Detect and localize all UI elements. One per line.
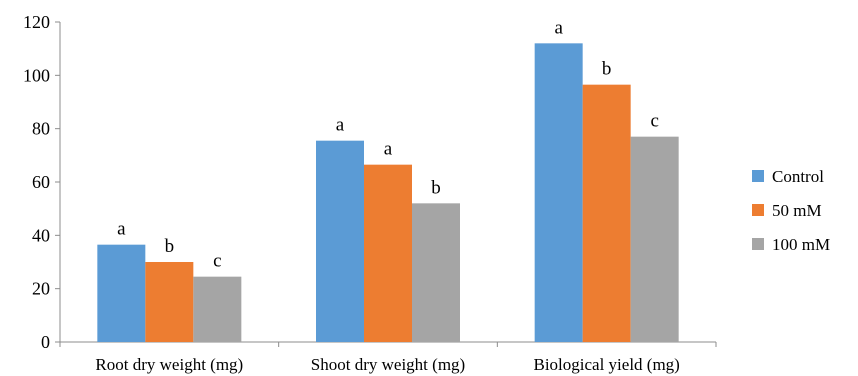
bar-100-mm	[193, 276, 242, 342]
bar-50-mm	[582, 84, 631, 343]
y-tick-label: 80	[32, 119, 50, 139]
legend-label: 50 mM	[772, 201, 822, 220]
y-tick-label: 0	[41, 332, 50, 352]
significance-letter: b	[165, 236, 175, 257]
legend-label: 100 mM	[772, 235, 830, 254]
bar-control	[534, 43, 583, 342]
y-tick-label: 40	[32, 225, 50, 245]
bar-100-mm	[630, 136, 679, 342]
y-tick-label: 100	[23, 65, 50, 85]
bar-50-mm	[145, 262, 194, 342]
significance-letter: b	[602, 59, 612, 80]
x-category-label: Biological yield (mg)	[533, 355, 679, 374]
significance-letter: a	[554, 17, 563, 38]
x-axis-labels: Root dry weight (mg) Shoot dry weight (mg…	[95, 355, 679, 374]
significance-letter: c	[213, 251, 221, 272]
significance-letter: b	[431, 177, 441, 198]
legend: Control 50 mM 100 mM	[752, 167, 830, 254]
y-tick-label: 20	[32, 279, 50, 299]
legend-swatch	[752, 204, 764, 216]
bar-control	[97, 244, 146, 342]
bar-50-mm	[364, 164, 412, 342]
bar-series	[97, 43, 679, 343]
significance-letter: c	[650, 111, 658, 132]
bar-control	[316, 140, 364, 342]
x-category-label: Root dry weight (mg)	[95, 355, 243, 374]
legend-label: Control	[772, 167, 824, 186]
y-tick-label: 60	[32, 172, 50, 192]
significance-letter: a	[384, 139, 393, 160]
significance-letter: a	[336, 115, 345, 136]
x-category-label: Shoot dry weight (mg)	[311, 355, 465, 374]
y-axis-ticks: 0 20 40 60 80 100 120	[23, 12, 60, 352]
significance-letter: a	[117, 219, 126, 240]
legend-swatch	[752, 170, 764, 182]
legend-swatch	[752, 238, 764, 250]
bar-100-mm	[412, 203, 460, 342]
significance-letters: a b c a a b a b c	[117, 17, 659, 271]
y-tick-label: 120	[23, 12, 50, 32]
